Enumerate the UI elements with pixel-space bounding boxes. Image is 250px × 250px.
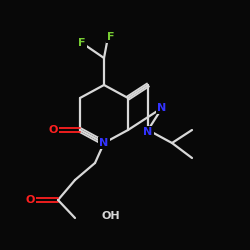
Text: N: N [158,103,166,113]
Text: N: N [100,138,108,148]
Text: F: F [78,38,86,48]
Text: N: N [144,127,152,137]
Text: O: O [48,125,58,135]
Text: O: O [25,195,35,205]
Text: F: F [107,32,115,42]
Text: OH: OH [101,211,120,221]
